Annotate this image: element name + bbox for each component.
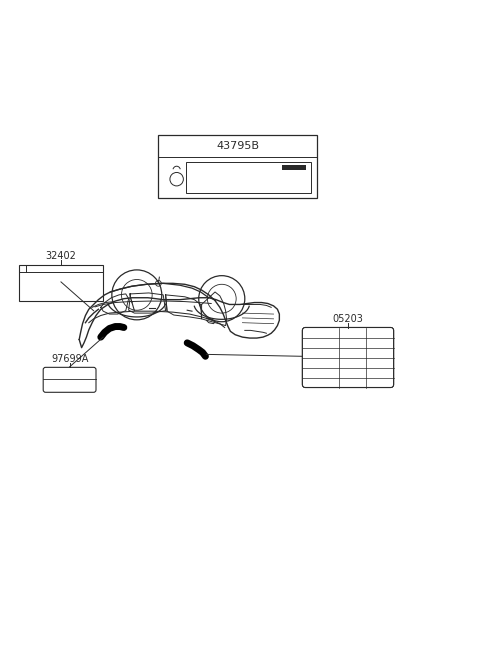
Text: 32402: 32402 [46,252,77,261]
FancyBboxPatch shape [302,328,394,388]
Text: 97699A: 97699A [51,354,88,364]
Bar [158,136,317,198]
Bar [19,265,103,301]
Bar [282,165,306,170]
Text: 05203: 05203 [333,314,363,324]
Bar [186,162,311,193]
Text: 43795B: 43795B [216,141,259,151]
FancyBboxPatch shape [302,328,394,388]
FancyBboxPatch shape [43,367,96,392]
